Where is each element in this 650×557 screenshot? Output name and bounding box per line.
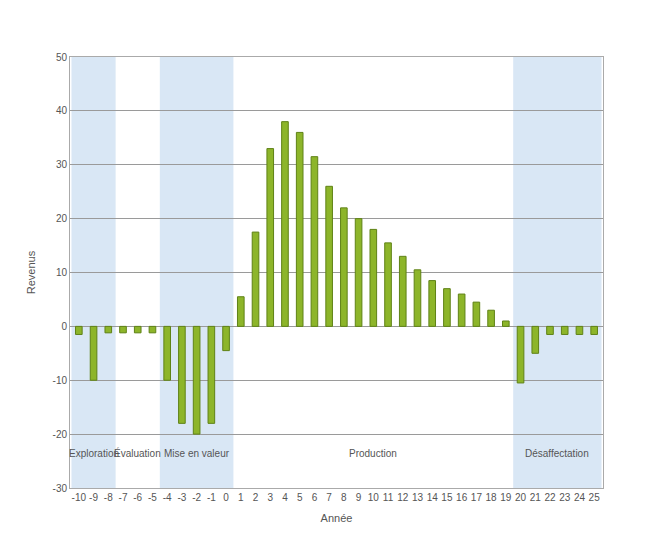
svg-text:11: 11 xyxy=(383,492,394,503)
svg-text:10: 10 xyxy=(368,492,380,503)
svg-text:4: 4 xyxy=(282,492,288,503)
svg-text:17: 17 xyxy=(471,492,483,503)
svg-text:5: 5 xyxy=(297,492,303,503)
svg-text:14: 14 xyxy=(427,492,439,503)
svg-text:Désaffectation: Désaffectation xyxy=(525,448,589,459)
svg-text:22: 22 xyxy=(544,492,556,503)
svg-text:50: 50 xyxy=(56,52,68,63)
svg-text:1: 1 xyxy=(238,492,244,503)
svg-text:-3: -3 xyxy=(177,492,186,503)
svg-text:-8: -8 xyxy=(104,492,113,503)
svg-text:25: 25 xyxy=(589,492,601,503)
svg-text:18: 18 xyxy=(486,492,498,503)
svg-text:Année: Année xyxy=(321,512,353,524)
svg-text:30: 30 xyxy=(56,159,68,170)
svg-text:40: 40 xyxy=(56,105,68,116)
svg-text:20: 20 xyxy=(515,492,527,503)
svg-text:Exploration: Exploration xyxy=(69,448,119,459)
svg-text:23: 23 xyxy=(559,492,571,503)
svg-text:16: 16 xyxy=(456,492,468,503)
svg-text:6: 6 xyxy=(312,492,318,503)
svg-text:-4: -4 xyxy=(163,492,172,503)
svg-text:-20: -20 xyxy=(53,429,68,440)
svg-text:20: 20 xyxy=(56,213,68,224)
svg-text:12: 12 xyxy=(397,492,409,503)
svg-text:Évaluation: Évaluation xyxy=(114,447,161,459)
svg-text:2: 2 xyxy=(253,492,259,503)
svg-text:9: 9 xyxy=(356,492,362,503)
svg-text:-7: -7 xyxy=(119,492,128,503)
svg-text:-9: -9 xyxy=(89,492,98,503)
svg-text:-1: -1 xyxy=(207,492,216,503)
svg-text:10: 10 xyxy=(56,267,68,278)
svg-text:-10: -10 xyxy=(72,492,87,503)
svg-text:0: 0 xyxy=(223,492,229,503)
svg-text:21: 21 xyxy=(530,492,542,503)
svg-text:-10: -10 xyxy=(53,375,68,386)
svg-text:-6: -6 xyxy=(133,492,142,503)
svg-text:0: 0 xyxy=(61,321,67,332)
svg-text:Production: Production xyxy=(349,448,397,459)
svg-text:8: 8 xyxy=(341,492,347,503)
svg-text:-5: -5 xyxy=(148,492,157,503)
svg-text:3: 3 xyxy=(267,492,273,503)
svg-text:-30: -30 xyxy=(53,483,68,494)
svg-text:Mise en valeur: Mise en valeur xyxy=(164,448,230,459)
svg-text:19: 19 xyxy=(500,492,512,503)
svg-text:7: 7 xyxy=(326,492,332,503)
svg-text:15: 15 xyxy=(441,492,453,503)
svg-text:Revenus: Revenus xyxy=(25,250,37,294)
svg-text:13: 13 xyxy=(412,492,424,503)
svg-text:24: 24 xyxy=(574,492,586,503)
svg-text:-2: -2 xyxy=(192,492,201,503)
